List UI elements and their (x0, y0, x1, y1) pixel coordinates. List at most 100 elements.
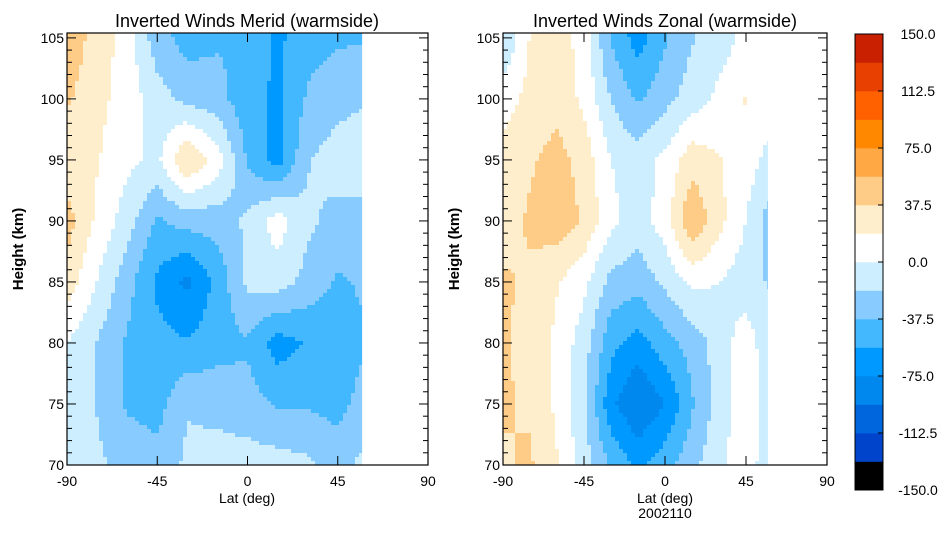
contour-cell (203, 441, 208, 446)
contour-cell (99, 85, 104, 90)
contour-cell (83, 65, 88, 70)
contour-cell (187, 385, 192, 390)
contour-cell (203, 357, 208, 362)
contour-cell (111, 277, 116, 282)
contour-cell (239, 277, 244, 282)
contour-cell (131, 253, 136, 258)
contour-cell (231, 133, 236, 138)
contour-cell (127, 277, 132, 282)
contour-cell (103, 149, 108, 154)
contour-cell (115, 205, 120, 210)
contour-cell (91, 369, 96, 374)
contour-cell (115, 329, 120, 334)
contour-cell (115, 429, 120, 434)
contour-cell (191, 289, 196, 294)
contour-cell (215, 189, 220, 194)
contour-cell (95, 317, 100, 322)
contour-cell (91, 181, 96, 186)
contour-cell (67, 81, 72, 86)
contour-cell (123, 85, 128, 90)
contour-cell (79, 437, 84, 442)
contour-cell (127, 85, 132, 90)
contour-cell (219, 109, 224, 114)
contour-cell (227, 453, 232, 458)
contour-cell (223, 397, 228, 402)
contour-cell (175, 385, 180, 390)
contour-cell (147, 305, 152, 310)
contour-cell (91, 261, 96, 266)
contour-cell (199, 249, 204, 254)
contour-cell (127, 369, 132, 374)
contour-cell (167, 293, 172, 298)
contour-cell (175, 49, 180, 54)
contour-cell (107, 417, 112, 422)
contour-cell (75, 37, 80, 42)
contour-cell (139, 197, 144, 202)
contour-cell (79, 365, 84, 370)
contour-cell (155, 281, 160, 286)
contour-cell (171, 377, 176, 382)
contour-cell (119, 209, 124, 214)
contour-cell (159, 129, 164, 134)
contour-cell (167, 237, 172, 242)
contour-cell (175, 149, 180, 154)
contour-cell (67, 181, 72, 186)
contour-cell (211, 369, 216, 374)
contour-cell (207, 393, 212, 398)
contour-cell (171, 41, 176, 46)
contour-cell (235, 229, 240, 234)
contour-cell (171, 129, 176, 134)
contour-cell (143, 81, 148, 86)
contour-cell (87, 109, 92, 114)
contour-cell (247, 249, 252, 254)
contour-cell (111, 169, 116, 174)
contour-cell (87, 117, 92, 122)
contour-cell (95, 249, 100, 254)
contour-cell (115, 85, 120, 90)
contour-cell (119, 413, 124, 418)
contour-cell (95, 213, 100, 218)
contour-cell (159, 233, 164, 238)
contour-cell (219, 273, 224, 278)
contour-cell (231, 169, 236, 174)
contour-cell (99, 433, 104, 438)
contour-cell (235, 397, 240, 402)
contour-cell (207, 281, 212, 286)
contour-cell (203, 413, 208, 418)
contour-cell (195, 361, 200, 366)
contour-cell (107, 113, 112, 118)
contour-cell (219, 353, 224, 358)
contour-cell (87, 245, 92, 250)
contour-cell (123, 393, 128, 398)
contour-cell (183, 77, 188, 82)
contour-cell (87, 345, 92, 350)
contour-cell (143, 297, 148, 302)
contour-cell (159, 401, 164, 406)
contour-cell (163, 73, 168, 78)
contour-cell (215, 41, 220, 46)
contour-cell (151, 261, 156, 266)
contour-cell (135, 329, 140, 334)
contour-cell (99, 369, 104, 374)
contour-cell (227, 241, 232, 246)
contour-cell (87, 133, 92, 138)
contour-cell (211, 393, 216, 398)
contour-cell (139, 377, 144, 382)
contour-cell (199, 373, 204, 378)
contour-cell (219, 97, 224, 102)
contour-cell (223, 101, 228, 106)
contour-cell (107, 85, 112, 90)
contour-cell (243, 345, 248, 350)
contour-cell (247, 293, 252, 298)
contour-cell (155, 437, 160, 442)
contour-cell (111, 321, 116, 326)
contour-cell (135, 73, 140, 78)
contour-cell (71, 129, 76, 134)
contour-cell (87, 225, 92, 230)
contour-cell (239, 221, 244, 226)
contour-cell (135, 233, 140, 238)
contour-cell (179, 261, 184, 266)
contour-cell (103, 377, 108, 382)
contour-cell (243, 401, 248, 406)
contour-cell (191, 249, 196, 254)
